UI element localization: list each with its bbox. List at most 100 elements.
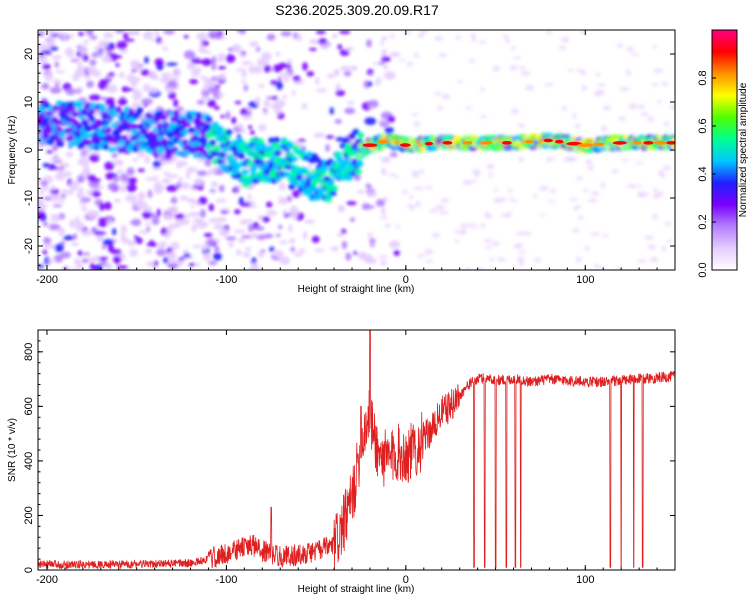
- spectrogram-noise-blob: [383, 49, 388, 53]
- spectrogram-noise-blob: [69, 34, 75, 39]
- spectrogram-noise-blob: [506, 211, 512, 218]
- spectrogram-noise-blob: [369, 187, 374, 193]
- spectrogram-ridge-blob: [216, 125, 224, 132]
- spectrogram-noise-blob: [337, 44, 343, 50]
- spectrogram-noise-blob: [380, 56, 391, 62]
- spectrogram-noise-blob: [248, 125, 253, 130]
- spectrogram-noise-blob: [240, 202, 251, 207]
- spectrogram-noise-blob: [585, 158, 593, 165]
- spectrogram-noise-blob: [292, 75, 301, 82]
- spectrogram-noise-blob: [343, 70, 352, 77]
- spectrogram-ridge-blob: [58, 132, 66, 139]
- spectrogram-noise-blob: [489, 257, 494, 262]
- spectrogram-noise-blob: [340, 228, 347, 235]
- spectrogram-ridge-blob: [670, 143, 675, 149]
- spectrogram-noise-blob: [630, 53, 639, 57]
- spectrogram-ridge-blob: [108, 146, 116, 153]
- spectrogram-noise-blob: [76, 175, 85, 183]
- spectrogram-noise-blob: [165, 86, 175, 93]
- spectrogram-noise-blob: [233, 229, 246, 234]
- spectrogram-noise-blob: [279, 72, 292, 77]
- spectrogram-noise-blob: [72, 233, 78, 240]
- spectrogram-noise-blob: [210, 181, 218, 188]
- spectrogram-noise-blob: [369, 243, 376, 247]
- spectrogram-noise-blob: [313, 133, 326, 138]
- spectrogram-noise-blob: [237, 123, 244, 130]
- spectrogram-noise-blob: [282, 76, 290, 83]
- spectrogram-noise-blob: [591, 191, 600, 197]
- spectrogram-noise-blob: [652, 213, 659, 220]
- spectrogram-noise-blob: [532, 193, 538, 199]
- colorbar-tick-label: 0.8: [697, 70, 709, 85]
- spectrogram-noise-blob: [459, 223, 470, 229]
- spectrogram-noise-blob: [101, 244, 107, 250]
- spectrogram-noise-blob: [584, 246, 590, 251]
- spectrogram-noise-blob: [493, 188, 499, 192]
- spectrogram-noise-blob: [82, 252, 91, 256]
- spectrogram-noise-blob: [49, 214, 62, 218]
- spectrogram-noise-blob: [199, 96, 212, 101]
- spectrogram-noise-blob: [205, 170, 211, 177]
- spectrogram-ridge-blob: [354, 168, 362, 175]
- spectrogram-ridge-blob: [209, 139, 217, 146]
- spectrogram-ridge-blob: [181, 129, 189, 136]
- spectrogram-noise-blob: [44, 72, 53, 82]
- spectrogram-noise-blob: [435, 204, 445, 211]
- spectrogram-peak-blob: [653, 141, 668, 145]
- spectrogram-noise-blob: [207, 99, 216, 108]
- spectrogram-noise-blob: [199, 209, 206, 219]
- spectrogram-noise-blob: [655, 191, 664, 198]
- spectrogram-noise-blob: [587, 198, 598, 203]
- spectrogram-noise-blob: [601, 234, 610, 237]
- snr-series-line: [38, 330, 675, 570]
- spectrogram-noise-blob: [225, 111, 231, 120]
- colorbar-tick-label: 0.2: [697, 214, 709, 229]
- spectrogram-ridge-blob: [156, 110, 164, 117]
- spectrogram-noise-blob: [183, 253, 191, 258]
- spectrogram-noise-blob: [241, 51, 246, 55]
- spectrogram-noise-blob: [619, 86, 630, 92]
- spectrogram-ridge-blob: [182, 150, 190, 157]
- spectrogram-noise-blob: [72, 73, 80, 82]
- spectrogram-noise-blob: [349, 65, 358, 71]
- spectrogram-noise-blob: [214, 246, 220, 253]
- spectrogram-noise-blob: [468, 58, 476, 63]
- spectrogram-noise-blob: [117, 98, 128, 106]
- spectrogram-noise-blob: [103, 32, 114, 39]
- spectrogram-noise-blob: [246, 107, 253, 113]
- spectrogram-noise-blob: [47, 166, 60, 170]
- spectrogram-noise-blob: [417, 32, 425, 39]
- spectrogram-noise-blob: [413, 121, 421, 127]
- spectrogram-noise-blob: [74, 258, 82, 267]
- spectrogram-noise-blob: [214, 170, 224, 176]
- spectrogram-noise-blob: [48, 35, 55, 44]
- spectrogram-noise-blob: [158, 41, 164, 45]
- spectrogram-noise-blob: [335, 89, 346, 97]
- spectrogram-noise-blob: [364, 254, 369, 264]
- spectrogram-ridge-blob: [204, 123, 212, 130]
- spectrogram-noise-blob: [611, 168, 618, 174]
- spectrogram-noise-blob: [637, 104, 645, 110]
- spectrogram-ridge-blob: [288, 183, 296, 190]
- spectrogram-noise-blob: [377, 119, 387, 123]
- spectrogram-ridge-blob: [82, 119, 90, 126]
- spectrogram-noise-blob: [392, 52, 398, 57]
- spectrogram-noise-blob: [568, 156, 578, 162]
- spectrogram-noise-blob: [245, 246, 252, 251]
- spectrogram-noise-blob: [183, 249, 189, 255]
- spectrogram-noise-blob: [574, 123, 581, 129]
- spectrogram-noise-blob: [297, 138, 306, 143]
- spectrogram-peak-blob: [399, 143, 411, 147]
- spectrogram-noise-blob: [600, 125, 608, 132]
- colorbar-tick-label: 0.4: [697, 166, 709, 181]
- spectrogram-noise-blob: [137, 168, 145, 173]
- spectrogram-ridge-blob: [352, 128, 360, 135]
- spectrogram-noise-blob: [99, 79, 111, 83]
- spectrogram-ridge-blob: [330, 185, 338, 192]
- spectrogram-noise-blob: [203, 78, 216, 84]
- spectrogram-noise-blob: [137, 150, 146, 158]
- spectrogram-noise-blob: [165, 184, 178, 192]
- spectrogram-noise-blob: [364, 117, 377, 126]
- spectrogram-noise-blob: [509, 196, 514, 202]
- spectrogram-noise-blob: [572, 113, 577, 120]
